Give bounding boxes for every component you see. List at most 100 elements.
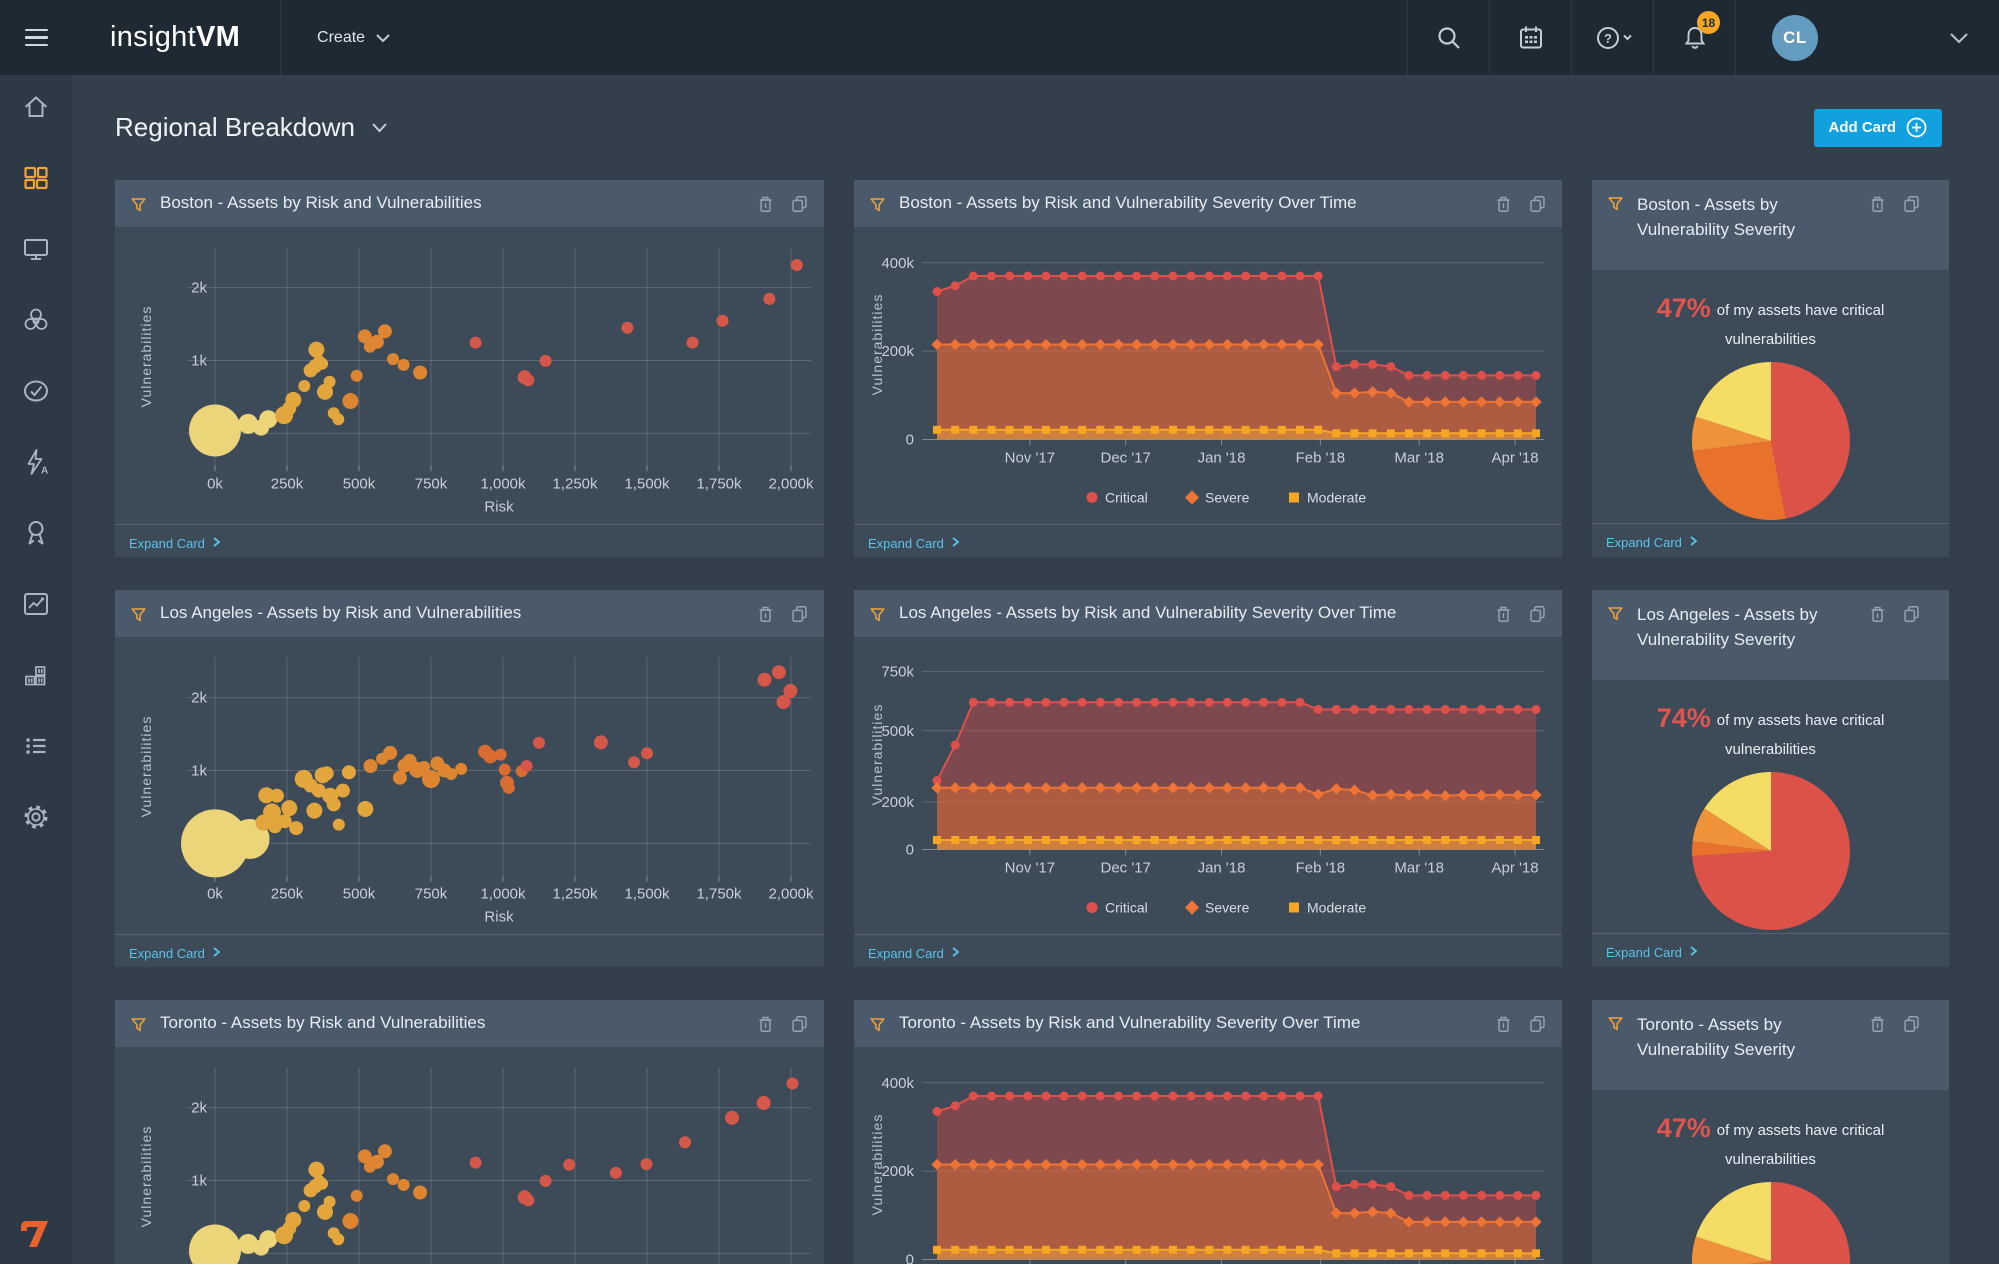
svg-text:?: ? [1604, 31, 1612, 46]
plus-circle-icon [1906, 117, 1927, 138]
delete-card-button[interactable] [755, 193, 776, 215]
svg-text:Mar '18: Mar '18 [1394, 450, 1444, 467]
card-boston-time: Boston - Assets by Risk and Vulnerabilit… [854, 180, 1562, 557]
sidebar-item-automated-actions[interactable]: A [12, 438, 60, 486]
copy-card-button[interactable] [1901, 1013, 1922, 1035]
delete-card-button[interactable] [755, 603, 776, 625]
chart-canvas-la-scatter[interactable]: 0k 250k 500k 750k 1,000k 1,250k 1,500k 1,750k 2,… [115, 637, 824, 934]
account-menu[interactable]: CL [1735, 0, 1999, 75]
sidebar-item-home[interactable] [12, 83, 60, 131]
sidebar-item-goals[interactable] [12, 509, 60, 557]
add-card-button[interactable]: Add Card [1813, 108, 1942, 147]
expand-card-link[interactable]: Expand Card [129, 946, 221, 961]
pie-stat-text: of my assets have critical vulnerabiliti… [1716, 1122, 1885, 1168]
svg-text:500k: 500k [343, 476, 376, 493]
sidebar-item-dashboards[interactable] [12, 154, 60, 202]
trash-icon [759, 196, 772, 212]
chart-canvas-la-time[interactable]: 0 200k 500k 750k Vulnerabilities Nov '17 Dec '… [854, 637, 1562, 934]
pie-chart[interactable] [1592, 359, 1949, 523]
calendar-button[interactable] [1489, 0, 1571, 75]
filter-icon [870, 1017, 885, 1031]
copy-card-button[interactable] [1527, 1013, 1548, 1035]
svg-text:0: 0 [906, 1252, 914, 1264]
svg-text:1,000k: 1,000k [480, 476, 526, 493]
gear-icon [24, 805, 48, 829]
sidebar-item-projects[interactable] [12, 651, 60, 699]
copy-card-button[interactable] [1901, 193, 1922, 215]
svg-text:Nov '17: Nov '17 [1005, 450, 1055, 467]
expand-card-link[interactable]: Expand Card [868, 946, 960, 961]
create-menu-button[interactable]: Create [281, 0, 427, 75]
add-card-label: Add Card [1828, 119, 1897, 136]
chart-canvas-toronto-scatter[interactable]: 0k250k500k750k1,000k1,250k1,500k1,750k2,… [115, 1047, 824, 1264]
copy-card-button[interactable] [789, 1013, 810, 1035]
expand-card-link[interactable]: Expand Card [1606, 945, 1698, 960]
filter-icon [1608, 607, 1623, 621]
sidebar-item-threats[interactable] [12, 296, 60, 344]
delete-card-button[interactable] [1867, 193, 1888, 215]
pie-chart[interactable] [1592, 1179, 1949, 1264]
notifications-button[interactable]: 18 [1653, 0, 1735, 75]
search-button[interactable] [1407, 0, 1489, 75]
copy-card-button[interactable] [789, 603, 810, 625]
card-la-scatter: Los Angeles - Assets by Risk and Vulnera… [115, 590, 824, 967]
help-icon: ? [1596, 26, 1632, 49]
card-filter-button[interactable] [1606, 604, 1625, 623]
delete-card-button[interactable] [1493, 193, 1514, 215]
card-filter-button[interactable] [1606, 194, 1625, 213]
sidebar-item-management[interactable] [12, 722, 60, 770]
card-filter-button[interactable] [129, 195, 148, 214]
expand-card-link[interactable]: Expand Card [129, 536, 221, 551]
check-circle-icon [24, 380, 48, 402]
copy-card-button[interactable] [1527, 193, 1548, 215]
copy-card-button[interactable] [1901, 603, 1922, 625]
delete-card-button[interactable] [755, 1013, 776, 1035]
sidebar-item-policies[interactable] [12, 367, 60, 415]
sidebar-item-reports[interactable] [12, 580, 60, 628]
expand-card-link[interactable]: Expand Card [1606, 535, 1698, 550]
svg-text:2k: 2k [191, 1100, 207, 1117]
card-filter-button[interactable] [1606, 1014, 1625, 1033]
svg-text:Vulnerabilities: Vulnerabilities [138, 306, 154, 408]
copy-card-button[interactable] [1527, 603, 1548, 625]
filter-icon [870, 197, 885, 211]
delete-card-button[interactable] [1867, 603, 1888, 625]
card-filter-button[interactable] [868, 195, 887, 214]
svg-text:1,750k: 1,750k [696, 476, 742, 493]
card-filter-button[interactable] [868, 605, 887, 624]
hamburger-menu-button[interactable] [0, 0, 72, 75]
card-filter-button[interactable] [868, 1015, 887, 1034]
sidebar-item-monitoring[interactable] [12, 225, 60, 273]
card-title: Los Angeles - Assets by Risk and Vulnera… [160, 603, 522, 623]
svg-text:Risk: Risk [484, 499, 514, 516]
card-filter-button[interactable] [129, 1015, 148, 1034]
chevron-right-icon [951, 536, 960, 551]
chart-canvas-la-pie[interactable]: 74% of my assets have critical vulnerabil… [1592, 680, 1949, 933]
delete-card-button[interactable] [1867, 1013, 1888, 1035]
notification-badge: 18 [1697, 11, 1720, 34]
chart-canvas-boston-pie[interactable]: 47% of my assets have critical vulnerabil… [1592, 270, 1949, 523]
chevron-down-icon[interactable] [1949, 32, 1969, 44]
avatar[interactable]: CL [1772, 14, 1818, 61]
expand-card-link[interactable]: Expand Card [868, 536, 960, 551]
svg-text:250k: 250k [271, 476, 304, 493]
delete-card-button[interactable] [1493, 1013, 1514, 1035]
search-icon [1437, 26, 1460, 49]
card-toronto-pie: Toronto - Assets by Vulnerability Severi… [1592, 1000, 1949, 1264]
dashboard-switcher-button[interactable] [371, 122, 388, 133]
svg-text:1k: 1k [191, 763, 207, 780]
chart-canvas-boston-scatter[interactable]: 0k 250k 500k 750k 1,000k 1,250k 1,500k 1,750k 2,… [115, 227, 824, 524]
copy-icon [1530, 605, 1545, 622]
card-title: Boston - Assets by Risk and Vulnerabilit… [160, 193, 482, 213]
chart-canvas-toronto-pie[interactable]: 47% of my assets have critical vulnerabil… [1592, 1090, 1949, 1264]
chart-canvas-boston-time[interactable]: 0 200k 400k Vulnerabilities Nov '17 Dec '17 Ja… [854, 227, 1562, 524]
pie-chart[interactable] [1592, 769, 1949, 933]
copy-card-button[interactable] [789, 193, 810, 215]
delete-card-button[interactable] [1493, 603, 1514, 625]
card-filter-button[interactable] [129, 605, 148, 624]
filter-icon [1608, 197, 1623, 211]
help-menu-button[interactable]: ? [1571, 0, 1653, 75]
sidebar-item-settings[interactable] [12, 793, 60, 841]
card-actions [1493, 193, 1548, 215]
